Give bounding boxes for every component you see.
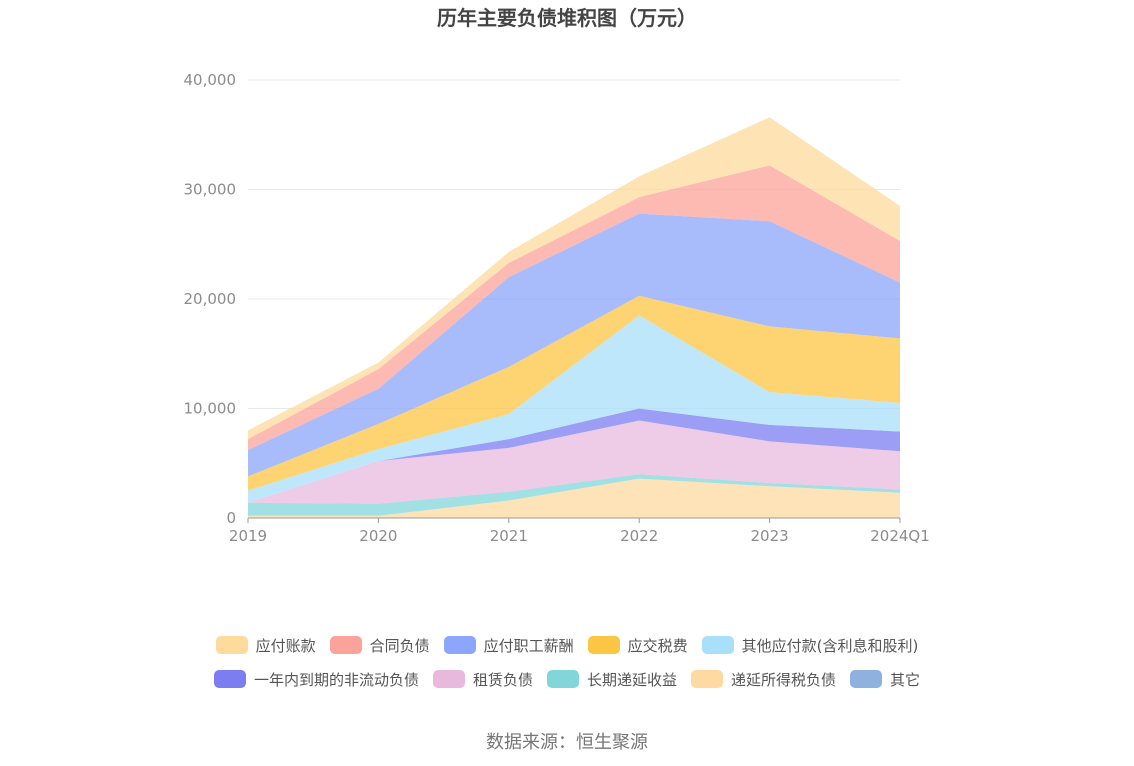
- legend-item[interactable]: 递延所得税负债: [691, 669, 836, 690]
- legend-item[interactable]: 其他应付款(含利息和股利): [701, 635, 919, 656]
- legend: 应付账款 合同负债 应付职工薪酬 应交税费 其他应付款(含利息和股利) 一年内到期的非流…: [0, 628, 1134, 696]
- area-series: [248, 478, 900, 518]
- legend-label: 一年内到期的非流动负债: [253, 670, 419, 689]
- legend-item[interactable]: 其它: [850, 669, 920, 690]
- legend-swatch: [432, 670, 465, 688]
- legend-swatch: [850, 670, 883, 688]
- legend-swatch: [546, 670, 579, 688]
- x-tick-label: 2024Q1: [870, 527, 930, 545]
- legend-item[interactable]: 应付账款: [215, 635, 316, 656]
- data-source: 数据来源：恒生聚源: [486, 732, 648, 753]
- y-tick-label: 40,000: [184, 71, 237, 89]
- legend-label: 递延所得税负债: [731, 670, 837, 689]
- legend-label: 其他应付款(含利息和股利): [741, 636, 919, 655]
- legend-item[interactable]: 应交税费: [587, 635, 688, 656]
- area-series: [248, 420, 900, 504]
- chart-title: 历年主要负债堆积图（万元）: [437, 6, 697, 30]
- axes: 0 10,000 20,000 30,000 40,000 2019 2020 2021 202…: [184, 71, 930, 545]
- legend-swatch: [215, 636, 248, 654]
- legend-label: 合同负债: [369, 636, 430, 655]
- legend-label: 租赁负债: [472, 670, 533, 689]
- legend-label: 应交税费: [627, 636, 688, 655]
- x-tick-label: 2021: [490, 527, 528, 545]
- x-tick-label: 2023: [751, 527, 789, 545]
- legend-item[interactable]: 长期递延收益: [546, 669, 677, 690]
- legend-row-1: 应付账款 合同负债 应付职工薪酬 应交税费 其他应付款(含利息和股利): [0, 628, 1134, 662]
- legend-label: 应付职工薪酬: [483, 636, 574, 655]
- legend-swatch: [443, 636, 476, 654]
- legend-swatch: [329, 636, 362, 654]
- legend-item[interactable]: 合同负债: [329, 635, 430, 656]
- y-tick-label: 30,000: [184, 181, 237, 199]
- y-tick-label: 0: [226, 509, 236, 527]
- y-tick-label: 20,000: [184, 290, 237, 308]
- area-series: [248, 315, 900, 503]
- legend-item[interactable]: 租赁负债: [432, 669, 533, 690]
- legend-swatch: [691, 670, 723, 688]
- x-tick-label: 2019: [229, 527, 267, 545]
- x-tick-label: 2020: [359, 527, 397, 545]
- area-series: [248, 474, 900, 516]
- area-series: [248, 295, 900, 491]
- legend-row-2: 一年内到期的非流动负债 租赁负债 长期递延收益 递延所得税负债 其它: [0, 662, 1134, 696]
- legend-item[interactable]: 一年内到期的非流动负债: [213, 669, 419, 690]
- legend-label: 其它: [890, 670, 921, 689]
- legend-swatch: [213, 670, 246, 688]
- legend-item[interactable]: 应付职工薪酬: [443, 635, 574, 656]
- legend-swatch: [701, 636, 734, 654]
- x-tick-label: 2022: [620, 527, 658, 545]
- legend-swatch: [587, 636, 620, 654]
- legend-label: 应付账款: [255, 636, 316, 655]
- area-series: [248, 408, 900, 503]
- y-tick-label: 10,000: [184, 400, 237, 418]
- area-series: [248, 213, 900, 477]
- legend-label: 长期递延收益: [586, 670, 677, 689]
- area-series-layer: [248, 117, 900, 518]
